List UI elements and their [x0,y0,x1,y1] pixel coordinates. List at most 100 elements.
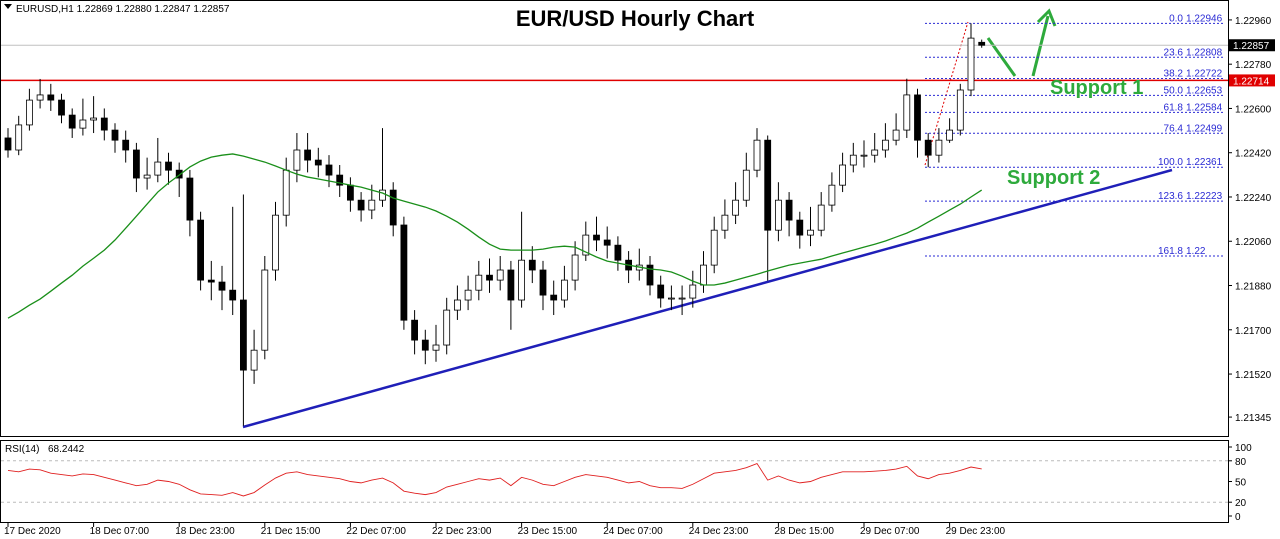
rsi-value: 68.2442 [48,444,85,455]
candle-body [111,129,119,141]
fib-level: 123.6 [1158,191,1183,202]
candle-body [36,94,44,101]
candle-body [678,297,686,300]
candle-body [561,279,568,301]
candle-body [700,264,707,286]
rsi-tick-label: 50 [1235,478,1247,489]
fib-level: 23.6 [1164,47,1184,58]
y-tick-label: 1.22420 [1235,149,1272,160]
y-tick-label: 1.22060 [1235,237,1272,248]
candle-body [721,214,729,231]
candle-body [336,174,344,186]
candle-body [400,224,408,321]
fib-level: 100.0 [1158,157,1183,168]
rsi-line [7,463,982,497]
fib-price: 1.22499 [1186,123,1223,134]
trendline [242,168,1173,429]
x-tick-label: 18 Dec 23:00 [175,526,235,537]
x-tick-label: 18 Dec 07:00 [90,526,150,537]
candle-body [464,289,472,301]
candle-body [4,137,12,151]
candle-body [122,139,130,151]
candle-body [132,149,140,179]
candle-body [764,139,772,231]
x-tick-label: 21 Dec 15:00 [261,526,321,537]
chart-title: EUR/USD Hourly Chart [516,6,755,31]
candle-body [775,199,782,231]
menu-marker [4,4,12,9]
candle-body [550,294,558,301]
y-tick-label: 1.21880 [1235,282,1272,293]
rsi-tick-label: 80 [1235,457,1247,468]
x-tick-label: 24 Dec 07:00 [603,526,663,537]
candle-body [753,139,761,171]
candle-body [411,319,419,341]
candle-body [817,204,825,231]
rsi-tick-label: 100 [1235,443,1252,454]
y-tick-label: 1.22960 [1235,16,1272,27]
candle-body [614,244,622,261]
fib-level: 161.8 [1158,246,1183,257]
candle-body [839,164,846,186]
candle-body [25,99,33,126]
candle-body [432,344,440,351]
candle-body [346,184,354,201]
rsi-name: RSI(14) [5,444,39,455]
candle-body [368,199,376,211]
candle-body [496,269,504,281]
candle-body [657,284,665,299]
candle-body [914,94,921,141]
rsi-tick-label: 0 [1235,512,1241,523]
x-tick-label: 17 Dec 2020 [4,526,61,537]
candle-body [486,274,493,281]
fib-price: 1.22722 [1186,68,1223,79]
candle-body [807,229,814,236]
fib-level: 50.0 [1164,85,1184,96]
fib-anchor [924,21,969,166]
candle-body [849,154,857,166]
candle-body [475,274,483,291]
candle-body [379,189,386,201]
candle-body [197,219,205,281]
candle-body [935,139,943,156]
candle-body [732,199,739,216]
y-tick-label: 1.22600 [1235,104,1272,115]
current-price-box [1229,39,1275,52]
price-pane [0,0,1229,437]
x-tick-label: 24 Dec 23:00 [689,526,749,537]
fib-level: 76.4 [1164,123,1184,134]
annotation: Support 1 [1050,77,1143,99]
candle-body [871,149,879,156]
arrow-head [1036,8,1057,27]
candle-body [239,299,247,371]
candle-body [603,239,611,246]
candle-body [272,214,279,271]
x-tick-label: 22 Dec 23:00 [432,526,492,537]
candle-body [250,349,258,371]
candle-body [47,94,55,101]
fib-price: 1.22361 [1186,157,1223,168]
y-tick-label: 1.22780 [1235,60,1272,71]
fib-level: 0.0 [1169,13,1183,24]
y-tick-label: 1.22240 [1235,193,1272,204]
candle-body [956,89,964,131]
candle-body [903,94,911,131]
y-tick-label: 1.21520 [1235,370,1272,381]
candle-body [165,161,172,171]
fib-level: 38.2 [1164,68,1184,79]
candle-body [860,154,868,157]
candle-body [58,99,65,116]
annotation: Support 2 [1007,167,1100,189]
candle-body [443,309,451,346]
candle-body [218,281,226,291]
candle-body [742,169,750,201]
candle-body [143,174,151,179]
candle-body [79,119,87,129]
candle-body [261,269,269,351]
candle-body [710,229,718,266]
candle-body [90,117,97,121]
candle-body [186,177,194,221]
candle-body [357,199,365,211]
hline-price-label: 1.22714 [1233,76,1270,87]
candle-body [924,139,932,156]
